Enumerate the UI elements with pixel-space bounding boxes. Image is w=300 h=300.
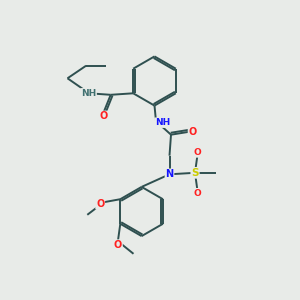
Text: O: O xyxy=(96,199,104,209)
Text: O: O xyxy=(99,111,107,122)
Text: N: N xyxy=(165,169,174,179)
Text: O: O xyxy=(194,189,201,198)
Text: NH: NH xyxy=(155,118,170,127)
Text: O: O xyxy=(188,127,197,137)
Text: NH: NH xyxy=(81,89,96,98)
Text: S: S xyxy=(191,168,199,178)
Text: O: O xyxy=(114,240,122,250)
Text: O: O xyxy=(194,148,201,157)
